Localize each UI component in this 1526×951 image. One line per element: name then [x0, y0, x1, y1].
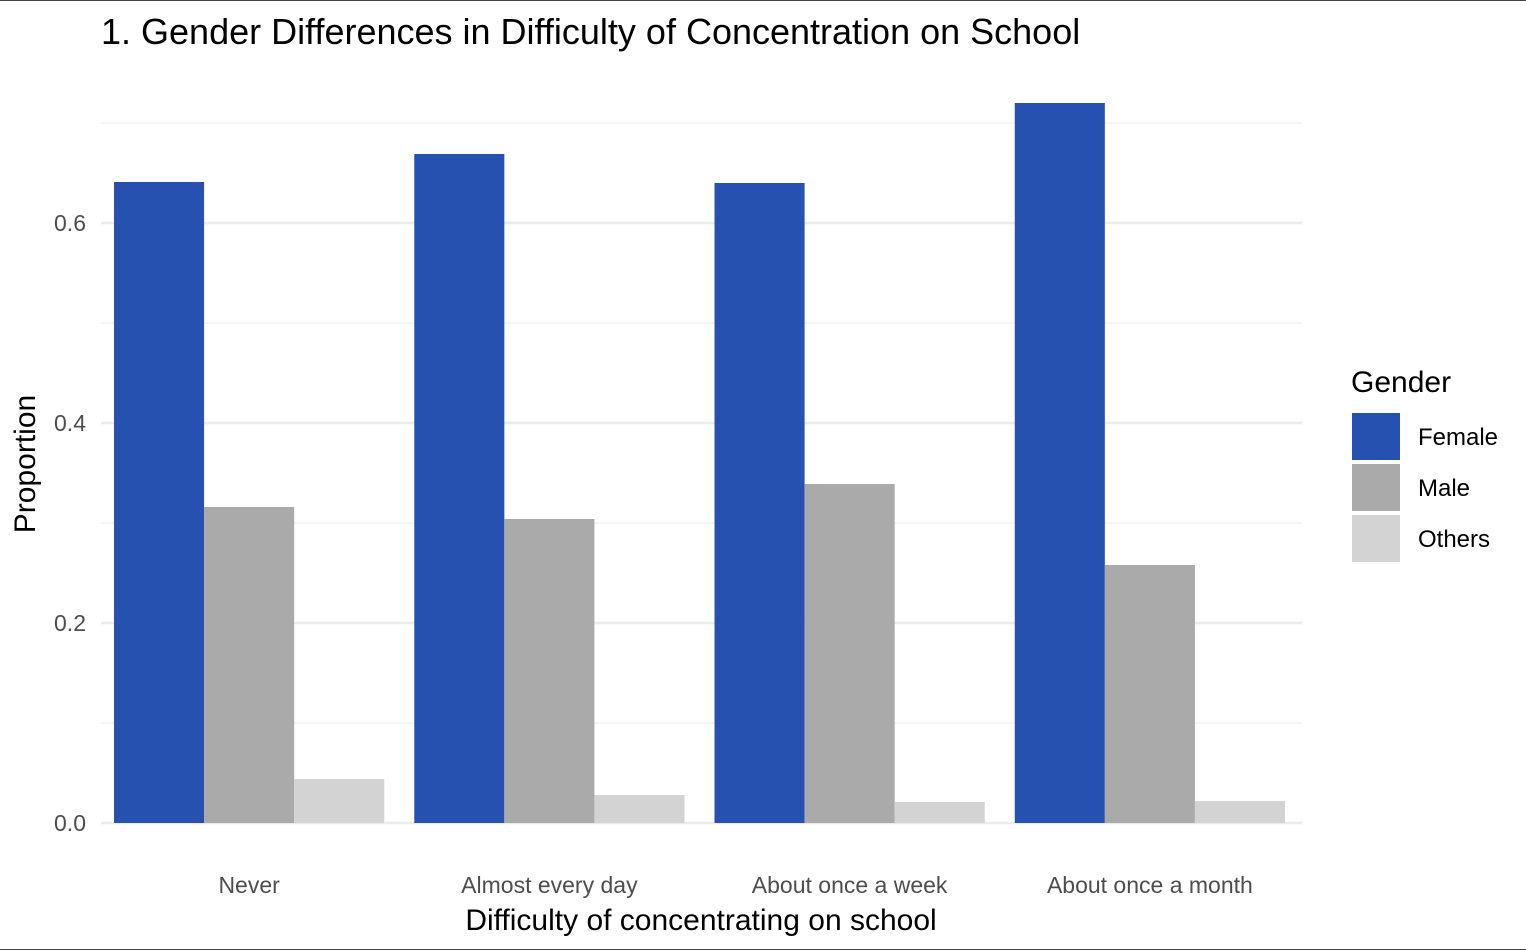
legend: Gender Female Male Others [1351, 366, 1498, 562]
bar-female [714, 183, 805, 823]
legend-title: Gender [1351, 366, 1451, 399]
bar-female [1014, 103, 1105, 823]
bar-female [414, 154, 505, 823]
bar-male [204, 507, 295, 823]
legend-label: Male [1418, 475, 1470, 502]
bar-male [1104, 565, 1195, 823]
bar-others [294, 779, 385, 823]
bar-male [804, 484, 895, 823]
y-tick-label: 0.0 [54, 810, 86, 836]
y-axis-title: Proportion [9, 395, 42, 533]
x-tick-label: About once a week [752, 872, 948, 898]
bar-others [594, 795, 685, 823]
x-axis-title: Difficulty of concentrating on school [465, 904, 936, 937]
legend-items: Female Male Others [1352, 413, 1498, 562]
bar-female [114, 182, 205, 823]
bar-others [1194, 801, 1285, 823]
x-tick-label: Almost every day [461, 872, 638, 898]
grid-lines [101, 122, 1302, 825]
legend-swatch [1352, 413, 1400, 460]
legend-label: Others [1418, 526, 1490, 553]
y-axis-ticks: 0.0 0.2 0.4 0.6 [54, 210, 86, 836]
legend-swatch [1352, 464, 1400, 511]
legend-swatch [1352, 515, 1400, 562]
chart-title: 1. Gender Differences in Difficulty of C… [101, 11, 1080, 52]
bars [114, 103, 1285, 823]
x-tick-label: Never [218, 872, 280, 898]
y-tick-label: 0.4 [54, 410, 86, 436]
legend-label: Female [1418, 424, 1498, 451]
x-tick-label: About once a month [1047, 872, 1253, 898]
y-tick-label: 0.6 [54, 210, 86, 236]
x-axis-ticks: Never Almost every day About once a week Ab… [218, 872, 1252, 898]
bar-others [894, 802, 985, 823]
bar-male [504, 519, 595, 823]
y-tick-label: 0.2 [54, 610, 86, 636]
